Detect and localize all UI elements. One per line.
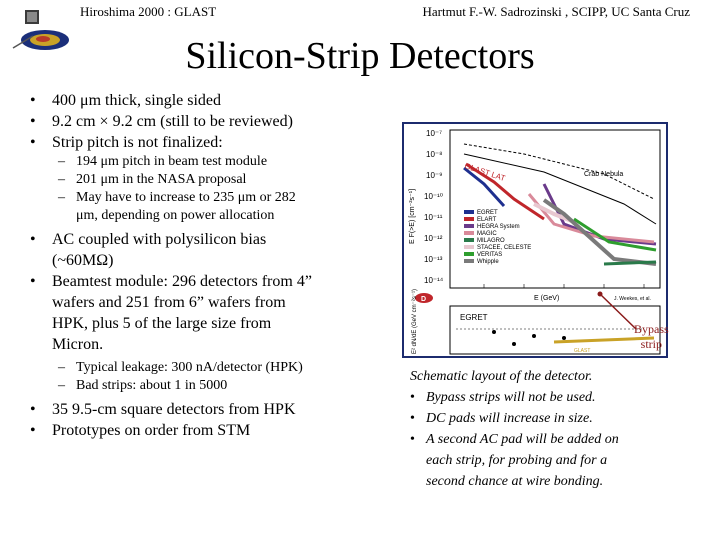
sub-bullet: – Typical leakage: 300 nA/detector (HPK)	[58, 360, 303, 375]
legend-swatch	[464, 252, 474, 256]
lower-glast-label: GLAST	[574, 348, 590, 354]
bypass-strip-label: Bypass strip	[634, 322, 669, 351]
legend-swatch	[464, 238, 474, 242]
y-ticks: 10⁻⁷ 10⁻⁸ 10⁻⁹ 10⁻¹⁰ 10⁻¹¹ 10⁻¹² 10⁻¹³ 1…	[424, 129, 444, 285]
legend-label: HEGRA System	[477, 224, 520, 230]
lower-points	[492, 330, 566, 346]
figure-caption: Schematic layout of the detector. • Bypas…	[410, 366, 700, 492]
credit-label: J. Weekes, et al.	[614, 296, 651, 302]
sub-bullet: –201 μm in the NASA proposal	[58, 172, 247, 187]
caption-item: • DC pads will increase in size.	[410, 411, 593, 426]
header-left: Hiroshima 2000 : GLAST	[80, 4, 217, 19]
x-axis-label: E (GeV)	[534, 295, 559, 302]
bypass-arrow	[599, 293, 637, 330]
legend-swatch	[464, 245, 474, 249]
legend-label: MAGIC	[477, 231, 497, 237]
milagro-curve	[603, 260, 657, 266]
crab-curve	[463, 143, 655, 200]
x-ticks	[483, 284, 645, 288]
elart-curve	[465, 162, 545, 221]
legend-swatch	[464, 259, 474, 263]
bullet-size: • 9.2 cm × 9.2 cm (still to be reviewed)	[30, 113, 293, 130]
tick-label: 10⁻⁸	[426, 150, 443, 159]
caption-item: • Bypass strips will not be used.	[410, 390, 596, 405]
bullet-beamtest: • Beamtest module: 296 detectors from 4”	[30, 273, 312, 290]
veritas-curve	[573, 217, 657, 252]
legend-label: MILAGRO	[477, 238, 505, 244]
legend-swatch	[464, 217, 474, 221]
bullet-thickness: • 400 μm thick, single sided	[30, 92, 222, 109]
sub-bullet: – Bad strips: about 1 in 5000	[58, 378, 228, 393]
bullet-pitch: • Strip pitch is not finalized:	[30, 134, 223, 151]
bullet-stm: • Prototypes on order from STM	[30, 422, 251, 439]
panel-d-marker	[415, 293, 433, 303]
legend-label: EGRET	[477, 210, 498, 216]
caption-title: Schematic layout of the detector.	[410, 369, 593, 384]
caption-item-cont: second chance at wire bonding.	[426, 474, 604, 489]
bullet-beamtest-cont: Micron.	[52, 336, 104, 353]
lower-plot-frame	[449, 305, 661, 355]
crab-nebula-label: Crab Nebula	[584, 171, 623, 178]
caption-item: • A second AC pad will be added on	[410, 432, 619, 447]
sub-bullet: –194 μm pitch in beam test module	[58, 154, 268, 169]
sub-bullet-cont: μm, depending on power allocation	[76, 208, 275, 223]
legend-label: STACEE, CELESTE	[477, 245, 531, 251]
sub-bullet: – May have to increase to 235 μm or 282	[58, 190, 296, 205]
bullet-beamtest-cont: wafers and 251 from 6” wafers from	[52, 294, 286, 311]
ref-curve	[463, 153, 657, 225]
legend-label: VERITAS	[477, 252, 502, 258]
sensitivity-figure: 10⁻⁷ 10⁻⁸ 10⁻⁹ 10⁻¹⁰ 10⁻¹¹ 10⁻¹² 10⁻¹³ 1…	[402, 122, 668, 358]
legend-label: ELART	[477, 217, 497, 223]
tick-label: 10⁻⁷	[426, 129, 442, 138]
sensitivity-plot: 10⁻⁷ 10⁻⁸ 10⁻⁹ 10⁻¹⁰ 10⁻¹¹ 10⁻¹² 10⁻¹³ 1…	[409, 129, 661, 355]
lower-egret-label: EGRET	[460, 313, 488, 322]
panel-d-label: D	[421, 296, 426, 303]
lower-glast-band	[553, 336, 655, 344]
legend: EGRET ELART HEGRA System MAGIC MILAGRO S…	[464, 210, 531, 265]
tick-label: 10⁻¹¹	[424, 213, 443, 222]
lower-y-axis-label: E² dN/dE (GeV cm⁻²s⁻¹)	[412, 289, 418, 354]
legend-swatch	[464, 210, 474, 214]
tick-label: 10⁻¹⁰	[424, 192, 443, 201]
legend-label: Whipple	[477, 259, 499, 265]
tick-label: 10⁻¹⁴	[424, 276, 444, 285]
bullet-list: • 400 μm thick, single sided • 9.2 cm × 9.…	[30, 90, 390, 441]
tick-label: 10⁻¹³	[424, 255, 443, 264]
bullet-ac-coupled-cont: (~60MΩ)	[52, 252, 114, 269]
glast-logo	[12, 10, 69, 50]
tick-label: 10⁻¹²	[424, 234, 443, 243]
legend-swatch	[464, 224, 474, 228]
tick-label: 10⁻⁹	[426, 171, 443, 180]
bullet-beamtest-cont: HPK, plus 5 of the large size from	[52, 315, 272, 332]
bullet-hpk: • 35 9.5-cm square detectors from HPK	[30, 401, 296, 418]
caption-item-cont: each strip, for probing and for a	[426, 453, 608, 468]
legend-swatch	[464, 231, 474, 235]
bypass-arrow-head	[597, 291, 603, 297]
y-axis-label: E F(>E) [cm⁻²s⁻¹]	[409, 189, 416, 244]
egret-curve	[463, 166, 506, 208]
header-right: Hartmut F.-W. Sadrozinski , SCIPP, UC Sa…	[422, 4, 690, 19]
page-title: Silicon-Strip Detectors	[185, 35, 535, 77]
bullet-ac-coupled: • AC coupled with polysilicon bias	[30, 231, 267, 248]
